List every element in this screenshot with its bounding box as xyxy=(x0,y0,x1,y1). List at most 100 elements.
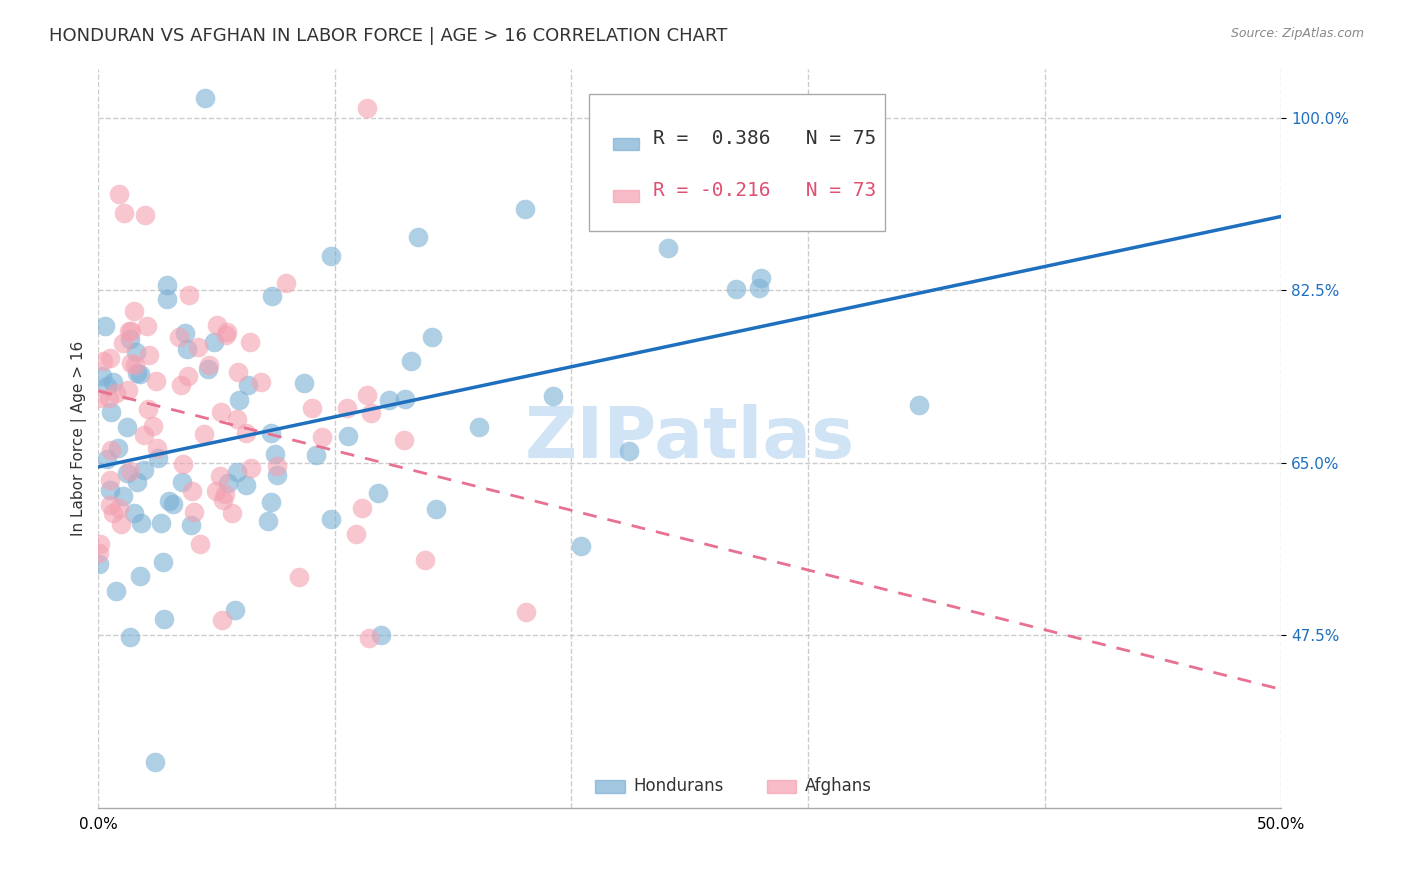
Point xyxy=(211,613,233,627)
Point xyxy=(266,459,288,474)
Point xyxy=(146,441,169,455)
Point xyxy=(122,506,145,520)
Point xyxy=(413,553,436,567)
Point xyxy=(356,387,378,401)
Point xyxy=(115,420,138,434)
Point xyxy=(120,332,142,346)
Point xyxy=(197,362,219,376)
Point xyxy=(176,369,198,384)
Point xyxy=(132,427,155,442)
Point xyxy=(406,230,429,244)
Point xyxy=(336,429,359,443)
Point xyxy=(128,569,150,583)
Point xyxy=(288,570,311,584)
Point xyxy=(515,606,537,620)
Point xyxy=(98,351,121,366)
Point xyxy=(569,540,592,554)
Point xyxy=(143,755,166,769)
Point xyxy=(149,516,172,530)
Point xyxy=(98,498,121,512)
Point xyxy=(650,197,672,211)
Point xyxy=(187,340,209,354)
Point xyxy=(118,324,141,338)
Point xyxy=(399,354,422,368)
Point xyxy=(226,365,249,379)
Point xyxy=(208,469,231,483)
Point xyxy=(260,495,283,509)
Point xyxy=(89,537,111,551)
Point xyxy=(907,398,929,412)
Point xyxy=(156,293,179,307)
Point xyxy=(170,377,193,392)
Point xyxy=(394,392,416,406)
Y-axis label: In Labor Force | Age > 16: In Labor Force | Age > 16 xyxy=(72,341,87,536)
Point xyxy=(378,392,401,407)
Point xyxy=(110,517,132,532)
Point xyxy=(98,473,121,487)
Point xyxy=(91,369,114,384)
Point xyxy=(513,202,536,216)
Point xyxy=(221,506,243,520)
Point xyxy=(264,447,287,461)
Point xyxy=(266,467,288,482)
Point xyxy=(425,502,447,516)
Point xyxy=(94,318,117,333)
Point xyxy=(111,335,134,350)
FancyBboxPatch shape xyxy=(595,780,624,793)
FancyBboxPatch shape xyxy=(613,138,638,150)
Point xyxy=(224,603,246,617)
Point xyxy=(120,356,142,370)
Point xyxy=(274,276,297,290)
Point xyxy=(124,358,146,372)
Point xyxy=(91,353,114,368)
Point xyxy=(125,475,148,490)
Point xyxy=(115,466,138,480)
Point xyxy=(120,324,142,338)
Point xyxy=(226,465,249,479)
Point xyxy=(249,375,271,389)
Point xyxy=(96,451,118,466)
Point xyxy=(125,366,148,380)
Text: Source: ZipAtlas.com: Source: ZipAtlas.com xyxy=(1230,27,1364,40)
Point xyxy=(344,527,367,541)
Point xyxy=(217,476,239,491)
Point xyxy=(356,101,378,115)
Point xyxy=(100,405,122,419)
Point xyxy=(235,477,257,491)
Point xyxy=(292,376,315,391)
Point xyxy=(725,281,748,295)
Point xyxy=(176,342,198,356)
Point xyxy=(112,205,135,219)
Point xyxy=(122,304,145,318)
Point xyxy=(108,501,131,516)
Point xyxy=(100,443,122,458)
Point xyxy=(197,358,219,372)
Point xyxy=(212,492,235,507)
Text: ZIPatlas: ZIPatlas xyxy=(524,403,855,473)
Point xyxy=(321,511,343,525)
Point xyxy=(262,289,284,303)
Point xyxy=(240,460,263,475)
Point xyxy=(120,630,142,644)
Point xyxy=(239,335,262,350)
Point xyxy=(134,208,156,222)
Point xyxy=(107,441,129,455)
Point xyxy=(97,391,120,405)
Point xyxy=(205,483,228,498)
Point xyxy=(236,377,259,392)
Point xyxy=(111,489,134,503)
Point xyxy=(370,628,392,642)
Point xyxy=(357,632,380,646)
Point xyxy=(173,326,195,340)
Point xyxy=(101,375,124,389)
FancyBboxPatch shape xyxy=(589,95,884,231)
Point xyxy=(157,493,180,508)
Point xyxy=(350,500,373,515)
Point xyxy=(138,348,160,362)
Point xyxy=(120,464,142,478)
Point xyxy=(145,374,167,388)
FancyBboxPatch shape xyxy=(766,780,796,793)
Point xyxy=(260,425,283,440)
Point xyxy=(101,506,124,520)
Text: Afghans: Afghans xyxy=(804,777,872,796)
